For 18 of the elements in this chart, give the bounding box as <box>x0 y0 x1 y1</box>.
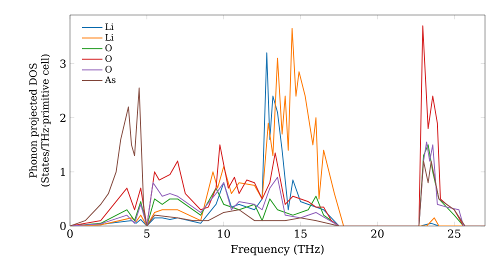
x-tick-label: 15 <box>294 230 307 238</box>
legend-label: O <box>105 66 112 73</box>
y-tick-label: 3 <box>60 60 66 68</box>
legend-label: O <box>105 44 112 52</box>
legend-label: Li <box>105 23 114 30</box>
x-tick-label: 5 <box>144 230 150 238</box>
legend-label: O <box>105 55 112 62</box>
x-tick-label: 25 <box>448 230 460 238</box>
x-tick-label: 20 <box>371 230 384 238</box>
x-tick-label: 0 <box>67 230 73 238</box>
x-tick-label: 10 <box>218 230 230 238</box>
y-tick-label: 2 <box>60 114 66 122</box>
y-tick-label: 0 <box>60 222 66 230</box>
y-tick-label: 1 <box>60 168 65 176</box>
y-axis-title: Phonon projected DOS (States/THz·primitive cell) <box>29 54 51 186</box>
x-axis-title: Frequency (THz) <box>231 244 324 256</box>
legend-label: As <box>104 76 116 84</box>
legend-label: Li <box>105 34 114 41</box>
